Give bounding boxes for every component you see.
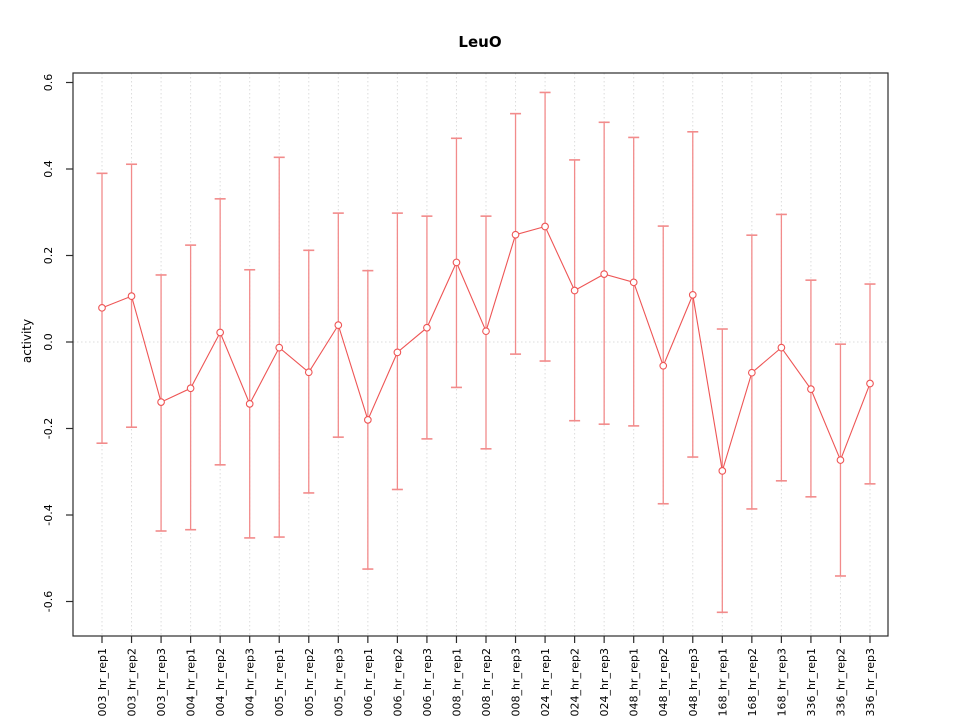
x-tick-label: 005_hr_rep3 [332,648,345,717]
x-tick-label: 048_hr_rep3 [687,648,700,717]
x-tick-label: 168_hr_rep2 [746,648,759,717]
data-point [216,328,225,337]
x-tick-label: 168_hr_rep3 [775,648,788,717]
data-point [245,399,254,408]
x-tick-label: 024_hr_rep3 [598,648,611,717]
data-point [334,321,343,329]
data-point [157,398,165,406]
x-tick-label: 006_hr_rep1 [362,648,375,717]
x-tick-label: 336_hr_rep2 [834,648,847,717]
data-point [423,323,431,332]
y-tick-label: 0.6 [42,74,55,92]
data-point [747,368,756,377]
x-tick-label: 024_hr_rep1 [539,648,552,717]
y-tick-label: -0.4 [42,504,55,525]
y-tick-label: 0.0 [42,333,55,351]
data-point [659,361,668,370]
data-point [807,385,815,393]
data-point [570,286,579,295]
x-tick-label: 008_hr_rep1 [450,648,463,717]
x-tick-label: 006_hr_rep3 [421,648,434,717]
data-point [688,291,697,299]
data-point [393,348,402,357]
x-tick-label: 003_hr_rep1 [96,648,109,717]
chart-title: LeuO [458,33,502,51]
x-tick-label: 006_hr_rep2 [391,648,404,717]
data-point [127,292,136,301]
data-point [304,368,313,377]
x-tick-label: 004_hr_rep1 [185,648,198,717]
x-tick-label: 336_hr_rep3 [864,648,877,717]
x-tick-label: 024_hr_rep2 [569,648,582,717]
y-tick-label: -0.2 [42,418,55,439]
y-tick-label: 0.4 [42,160,55,178]
data-point [275,343,284,352]
y-tick-label: -0.6 [42,591,55,612]
x-tick-label: 008_hr_rep2 [480,648,493,717]
x-tick-label: 004_hr_rep3 [244,648,257,717]
x-tick-label: 168_hr_rep1 [716,648,729,717]
data-point [482,327,490,336]
x-tick-label: 048_hr_rep1 [628,648,641,717]
data-point [511,230,520,239]
data-point [836,456,845,464]
data-point [186,384,195,393]
data-point [363,416,372,424]
x-tick-label: 005_hr_rep1 [273,648,286,717]
data-point [98,303,106,312]
data-point [541,222,549,231]
data-point [718,467,727,475]
data-point [600,270,609,278]
data-point [777,343,786,352]
x-tick-label: 003_hr_rep3 [155,648,168,717]
x-tick-label: 004_hr_rep2 [214,648,227,717]
x-tick-label: 003_hr_rep2 [126,648,139,717]
data-point [866,379,874,388]
x-tick-label: 336_hr_rep1 [805,648,818,717]
data-point [452,258,461,267]
x-tick-label: 008_hr_rep3 [510,648,523,717]
x-tick-label: 005_hr_rep2 [303,648,316,717]
data-point [629,278,638,287]
plot-frame [72,72,889,637]
x-tick-label: 048_hr_rep2 [657,648,670,717]
y-tick-label: 0.2 [42,247,55,265]
